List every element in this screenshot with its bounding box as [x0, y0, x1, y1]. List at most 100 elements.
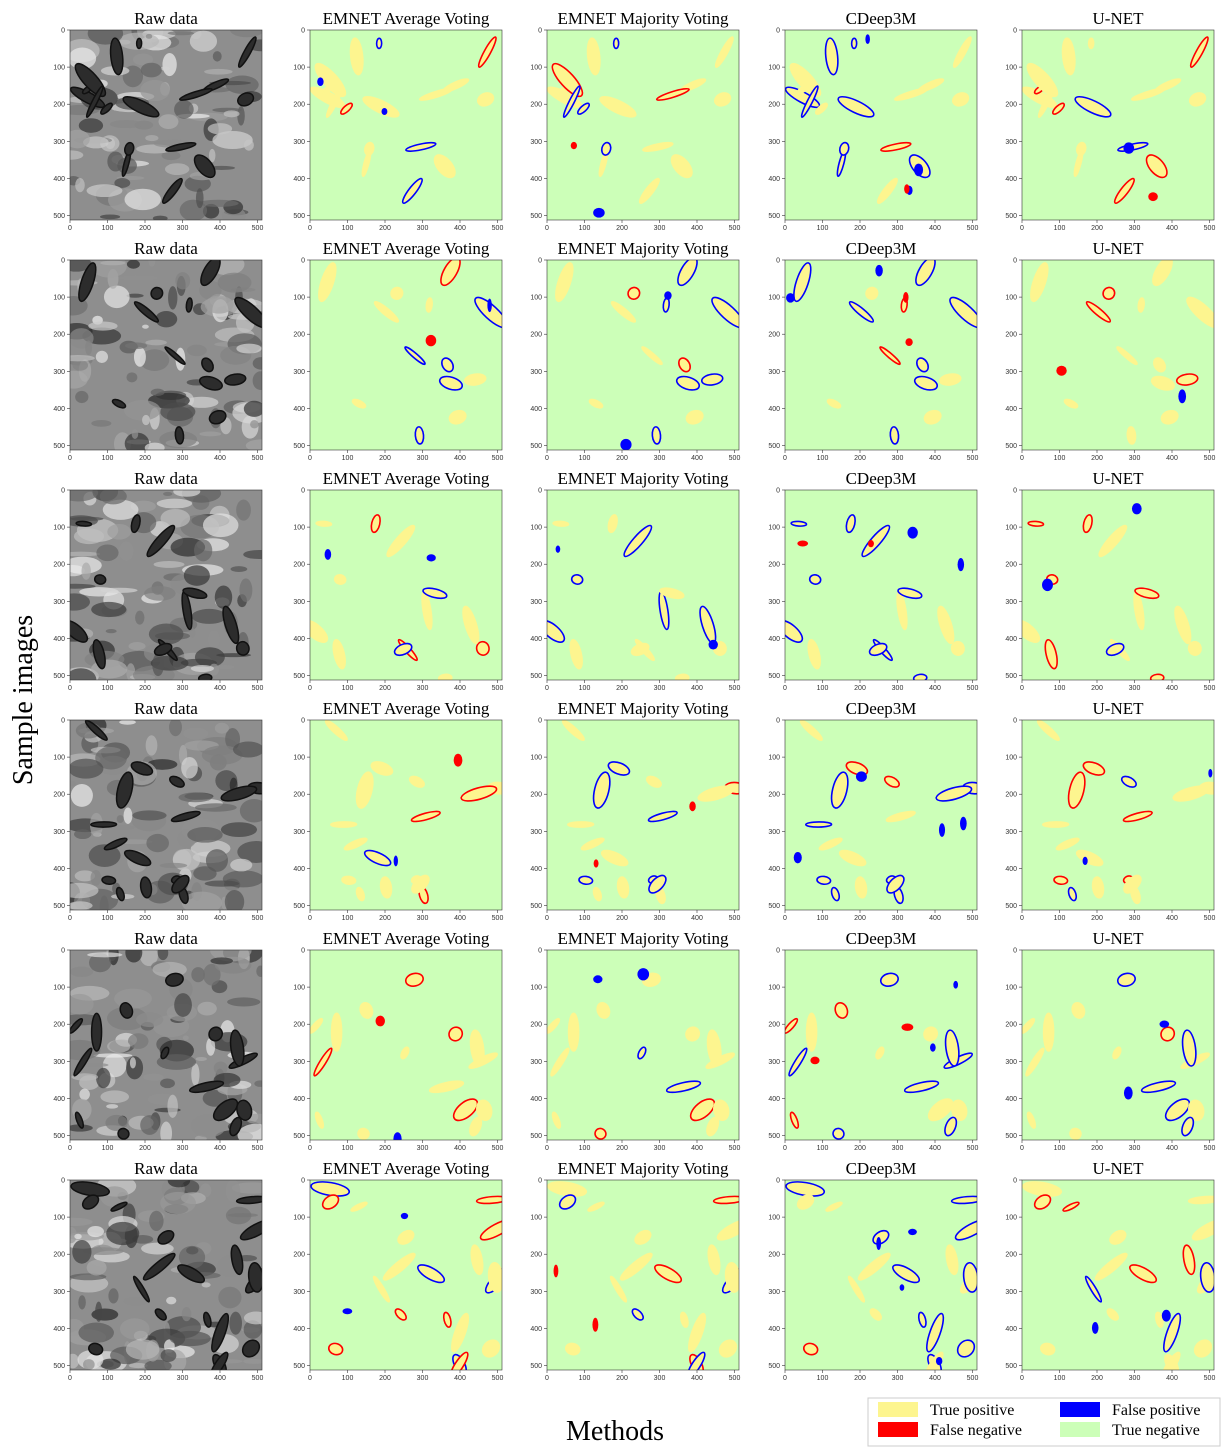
- x-tick-label: 100: [579, 915, 591, 922]
- x-tick-label: 200: [1091, 1375, 1103, 1382]
- texture: [145, 340, 166, 346]
- y-tick-label: 0: [538, 718, 542, 725]
- texture: [191, 665, 214, 672]
- texture: [231, 566, 248, 572]
- x-tick-label: 500: [729, 455, 741, 462]
- x-tick-label: 300: [654, 685, 666, 692]
- y-tick-label: 0: [776, 258, 780, 265]
- error-region: [342, 1308, 352, 1314]
- x-tick-label: 200: [1091, 685, 1103, 692]
- texture: [198, 200, 239, 207]
- texture: [95, 1302, 102, 1322]
- texture: [203, 513, 239, 537]
- y-tick-label: 200: [53, 332, 65, 339]
- x-tick-label: 300: [177, 685, 189, 692]
- texture: [124, 808, 133, 824]
- error-region: [325, 549, 332, 560]
- texture: [169, 718, 182, 736]
- texture: [88, 321, 117, 330]
- texture: [91, 602, 126, 617]
- y-tick-label: 400: [530, 1326, 542, 1333]
- y-tick-label: 100: [293, 1215, 305, 1222]
- texture: [196, 1057, 207, 1061]
- texture: [218, 273, 252, 293]
- x-tick-label: 100: [102, 915, 114, 922]
- texture: [163, 492, 172, 496]
- y-tick-label: 100: [293, 985, 305, 992]
- texture: [72, 1240, 91, 1264]
- x-tick-label: 500: [1204, 685, 1216, 692]
- raw-image: [60, 716, 275, 918]
- y-tick-label: 200: [530, 562, 542, 569]
- error-region: [556, 545, 561, 552]
- texture: [127, 260, 140, 269]
- error-region: [709, 640, 718, 650]
- x-tick-label: 0: [308, 1145, 312, 1152]
- error-region: [797, 541, 808, 547]
- texture: [82, 562, 91, 579]
- segmentation-map: [785, 1179, 991, 1380]
- error-region: [426, 335, 437, 346]
- y-tick-label: 200: [768, 332, 780, 339]
- y-tick-label: 300: [293, 139, 305, 146]
- texture: [72, 360, 88, 371]
- error-region: [868, 540, 874, 547]
- y-tick-label: 500: [530, 1133, 542, 1140]
- figure: Sample images Methods Raw data0010010020…: [0, 0, 1223, 1450]
- y-tick-label: 500: [53, 213, 65, 220]
- y-tick-label: 400: [1005, 636, 1017, 643]
- texture: [199, 431, 221, 436]
- error-region: [382, 108, 388, 115]
- x-tick-label: 100: [342, 915, 354, 922]
- raw-image: [54, 483, 275, 692]
- y-tick-label: 0: [538, 258, 542, 265]
- texture: [93, 1053, 132, 1057]
- y-tick-label: 0: [776, 718, 780, 725]
- y-tick-label: 500: [768, 903, 780, 910]
- y-tick-label: 200: [1005, 1022, 1017, 1029]
- x-tick-label: 200: [854, 225, 866, 232]
- texture: [136, 1012, 163, 1027]
- panel-title: Raw data: [134, 469, 198, 488]
- error-region: [936, 1357, 942, 1365]
- y-tick-label: 100: [530, 525, 542, 532]
- texture: [141, 1243, 174, 1255]
- page: {"figure": { "column_titles": ["Raw data…: [0, 0, 1223, 1450]
- x-tick-label: 0: [68, 1375, 72, 1382]
- texture: [151, 389, 165, 396]
- x-tick-label: 300: [654, 225, 666, 232]
- segmentation-map: [310, 1179, 516, 1380]
- y-tick-label: 300: [530, 369, 542, 376]
- y-tick-label: 400: [293, 176, 305, 183]
- texture: [145, 443, 165, 453]
- texture: [87, 184, 123, 197]
- texture: [145, 135, 158, 141]
- true-positive-region: [1044, 1013, 1054, 1051]
- y-tick-label: 300: [293, 829, 305, 836]
- x-tick-label: 400: [1166, 1375, 1178, 1382]
- raw-image: [59, 939, 275, 1146]
- texture: [187, 827, 222, 843]
- y-tick-label: 400: [530, 406, 542, 413]
- panel-title: EMNET Average Voting: [323, 9, 490, 28]
- error-region: [905, 338, 912, 346]
- y-tick-label: 400: [768, 406, 780, 413]
- error-region: [1148, 192, 1158, 201]
- true-positive-region: [377, 38, 382, 48]
- x-tick-label: 300: [1129, 915, 1141, 922]
- x-tick-label: 0: [783, 685, 787, 692]
- texture: [160, 402, 195, 421]
- x-tick-label: 400: [214, 1375, 226, 1382]
- y-tick-label: 400: [768, 866, 780, 873]
- y-tick-label: 300: [53, 139, 65, 146]
- texture: [183, 1036, 189, 1041]
- organelle: [76, 521, 92, 527]
- true-negative-area: [310, 720, 502, 910]
- x-tick-label: 100: [102, 225, 114, 232]
- y-tick-label: 100: [293, 755, 305, 762]
- texture: [124, 189, 160, 210]
- panel-title: EMNET Majority Voting: [558, 239, 729, 258]
- y-tick-label: 300: [768, 139, 780, 146]
- x-tick-label: 100: [342, 225, 354, 232]
- x-tick-label: 400: [929, 1375, 941, 1382]
